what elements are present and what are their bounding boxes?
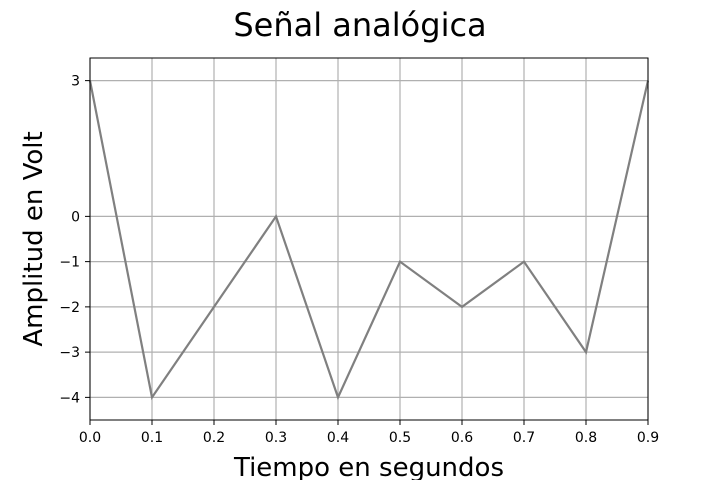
chart-title: Señal analógica [233, 6, 486, 44]
x-tick-label: 0.2 [203, 430, 225, 446]
x-tick-label: 0.1 [141, 430, 163, 446]
y-tick-label: −3 [59, 345, 80, 361]
y-tick-label: −2 [59, 300, 80, 316]
series-layer [90, 81, 648, 398]
x-tick-label: 0.4 [327, 430, 349, 446]
series-line [90, 81, 648, 398]
x-axis-title: Tiempo en segundos [233, 453, 504, 480]
x-tick-label: 0.7 [513, 430, 535, 446]
x-tick-label: 0.3 [265, 430, 287, 446]
y-tick-label: −4 [59, 390, 80, 406]
y-axis-title: Amplitud en Volt [19, 131, 49, 346]
y-tick-label: 3 [71, 74, 80, 90]
y-tick-label: 0 [71, 209, 80, 225]
x-tick-label: 0.9 [637, 430, 659, 446]
x-tick-label: 0.5 [389, 430, 411, 446]
x-tick-label: 0.8 [575, 430, 597, 446]
x-tick-label: 0.0 [79, 430, 101, 446]
axis-ticks: 0.0 0.1 0.2 0.3 0.4 0.5 0.6 0.7 0.8 0.9 3 0 −1 −2 −3 −4 [59, 74, 659, 446]
y-tick-label: −1 [59, 255, 80, 271]
x-tick-label: 0.6 [451, 430, 473, 446]
